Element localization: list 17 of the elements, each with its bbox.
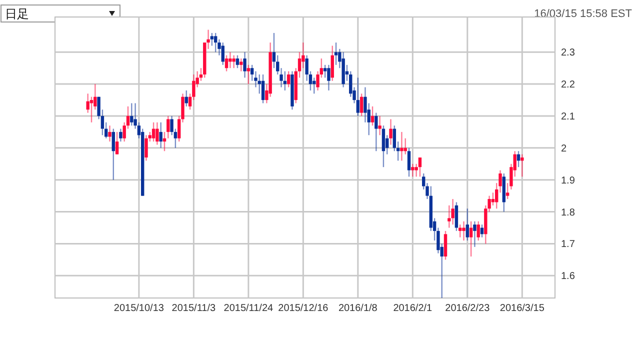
- text: 日足: [5, 7, 29, 21]
- y-tick-label: 1.8: [561, 207, 576, 218]
- y-tick-label: 1.9: [561, 175, 576, 186]
- x-tick-label: 2015/11/24: [224, 303, 274, 314]
- y-tick-label: 1.6: [561, 271, 576, 282]
- x-tick-label: 2015/10/13: [114, 303, 164, 314]
- x-tick-label: 2016/2/1: [393, 303, 433, 314]
- y-tick-label: 2.3: [561, 48, 576, 59]
- x-tick-label: 2016/3/15: [500, 303, 545, 314]
- y-tick-label: 1.7: [561, 239, 576, 250]
- x-tick-label: 2015/11/3: [172, 303, 216, 314]
- x-tick-label: 2016/2/23: [445, 303, 490, 314]
- y-tick-label: 2: [561, 143, 567, 154]
- y-tick-label: 2.1: [561, 111, 576, 122]
- y-tick-label: 2.2: [561, 80, 576, 91]
- x-tick-label: 2016/1/8: [338, 303, 378, 314]
- x-tick-label: 2015/12/16: [278, 303, 329, 314]
